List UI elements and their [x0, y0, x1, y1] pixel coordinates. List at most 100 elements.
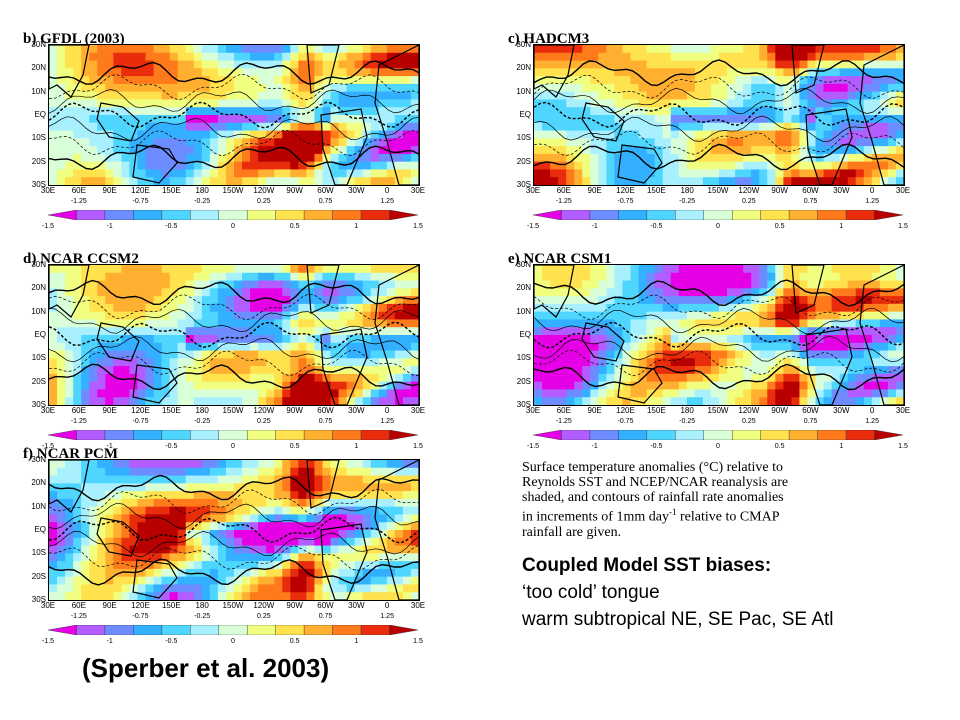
lat-tick-label: EQ: [519, 110, 531, 119]
colorbar-segment: [247, 625, 276, 635]
colorbar-tick-label: 1.25: [865, 198, 879, 205]
lat-tick-label: 10N: [516, 306, 531, 316]
lon-tick-label: 30W: [348, 406, 365, 415]
lon-tick-label: 30E: [895, 186, 911, 195]
map-canvas: [49, 460, 419, 600]
lon-tick-label: 30E: [895, 406, 911, 415]
lon-tick-label: 0: [384, 406, 390, 415]
coastline: [617, 364, 663, 404]
bias-heading: Coupled Model SST biases:: [522, 555, 772, 576]
lat-tick-label: 20N: [516, 63, 531, 73]
bias-item: warm subtropical NE, SE Pac, SE Atl: [522, 609, 834, 630]
colorbar-segment: [303, 210, 333, 220]
colorbar-segment: [104, 430, 134, 440]
coastline: [791, 45, 825, 94]
lat-tick-label: EQ: [34, 525, 46, 534]
coastline: [132, 364, 178, 404]
lat-tick-label: 20S: [31, 156, 46, 166]
coastline: [374, 45, 419, 185]
lat-tick-label: 30N: [31, 455, 46, 464]
colorbar-segment: [703, 210, 733, 220]
colorbar-segment: [760, 430, 790, 440]
colorbar-segment: [675, 210, 704, 220]
colorbar-tick-label: 0.5: [774, 223, 785, 230]
colorbar-tick-label: -1.25: [70, 198, 87, 205]
colorbar-tick-label: 0.75: [318, 613, 333, 620]
caption-line: in increments of 1mm day-1 relative to C…: [522, 505, 932, 525]
lon-tick-label: 30E: [40, 186, 56, 195]
lat-tick-label: 20S: [516, 156, 531, 166]
lat-tick-label: 30S: [516, 400, 531, 409]
colorbar-segment: [788, 430, 818, 440]
colorbar-tick-label: 1: [839, 443, 844, 450]
colorbar-tick-label: -1: [106, 638, 113, 645]
colorbar-segment: [303, 430, 333, 440]
colorbar-tick-label: -0.25: [679, 418, 696, 425]
lon-tick-label: 30W: [833, 186, 850, 195]
colorbar-tick-label: 1: [354, 638, 359, 645]
lat-tick-label: 10S: [31, 133, 46, 143]
lon-tick-label: 150W: [707, 406, 729, 415]
colorbar-tick-label: -0.25: [194, 613, 211, 620]
lon-tick-label: 180: [195, 406, 209, 415]
rainfall-contour: [49, 321, 419, 349]
lon-tick-label: 90E: [102, 601, 117, 610]
colorbar: [533, 430, 903, 440]
rainfall-contour: [49, 279, 419, 306]
coastline: [49, 45, 90, 98]
colorbar-segment: [332, 210, 362, 220]
rainfall-contour: [534, 335, 904, 363]
colorbar-tick-label: 1: [354, 443, 359, 450]
colorbar-tick-label: 0.5: [289, 223, 300, 230]
lon-tick-label: 120E: [616, 406, 635, 415]
rainfall-contour: [534, 307, 904, 334]
coastline: [96, 102, 140, 142]
colorbar-tick-label: -1.5: [41, 638, 55, 645]
lat-tick-label: 20N: [31, 478, 46, 488]
coastline: [374, 460, 419, 600]
panel-title: d) NCAR CCSM2: [23, 251, 139, 267]
lon-tick-label: 90E: [587, 186, 602, 195]
colorbar-tick-label: -0.75: [132, 613, 149, 620]
colorbar-segment: [646, 210, 676, 220]
map-panel: d) NCAR CCSM2 30N 20N 10N EQ 10S 20S 30S 30E 60E 9…: [15, 250, 435, 450]
lon-tick-label: 0: [869, 186, 875, 195]
colorbar-segment: [389, 430, 418, 440]
lon-tick-label: 60W: [317, 601, 334, 610]
colorbar-segment: [104, 625, 134, 635]
colorbar-tick-label: -1.25: [555, 418, 572, 425]
map-canvas: [49, 45, 419, 185]
rainfall-contour: [534, 279, 904, 307]
colorbar-segment: [874, 210, 903, 220]
colorbar-tick-label: -0.5: [650, 443, 663, 450]
colorbar-segment: [817, 430, 847, 440]
lat-tick-label: 30S: [31, 595, 46, 604]
colorbar-tick-label: 0.25: [742, 198, 756, 205]
panel-title: e) NCAR CSM1: [508, 251, 612, 267]
caption-superscript: -1: [668, 507, 677, 517]
coastline: [306, 265, 340, 314]
colorbar-tick-label: -1: [591, 443, 598, 450]
lat-tick-label: 20S: [31, 376, 46, 386]
coastline: [320, 108, 368, 185]
colorbar-segment: [360, 625, 390, 635]
lat-tick-label: 20N: [516, 283, 531, 293]
rainfall-contour: [534, 87, 904, 114]
lon-tick-label: 60W: [802, 406, 819, 415]
map-panel: e) NCAR CSM1 30N 20N 10N EQ 10S 20S 30S 30E 60E 90…: [500, 250, 920, 450]
colorbar-tick-label: -0.75: [617, 198, 634, 205]
colorbar-segment: [218, 430, 248, 440]
lon-tick-label: 60W: [317, 186, 334, 195]
coastline: [791, 265, 825, 314]
sst-anomaly-map: [48, 264, 420, 406]
rainfall-contour: [534, 130, 904, 156]
colorbar-segment: [788, 210, 818, 220]
colorbar-segment: [76, 430, 106, 440]
colorbar-segment: [161, 625, 191, 635]
lon-tick-label: 150W: [222, 406, 244, 415]
lon-tick-label: 60E: [71, 601, 86, 610]
lon-tick-label: 180: [680, 186, 694, 195]
lon-tick-label: 30E: [525, 186, 541, 195]
lon-tick-label: 60W: [317, 406, 334, 415]
colorbar-tick-label: 1.25: [380, 198, 394, 205]
